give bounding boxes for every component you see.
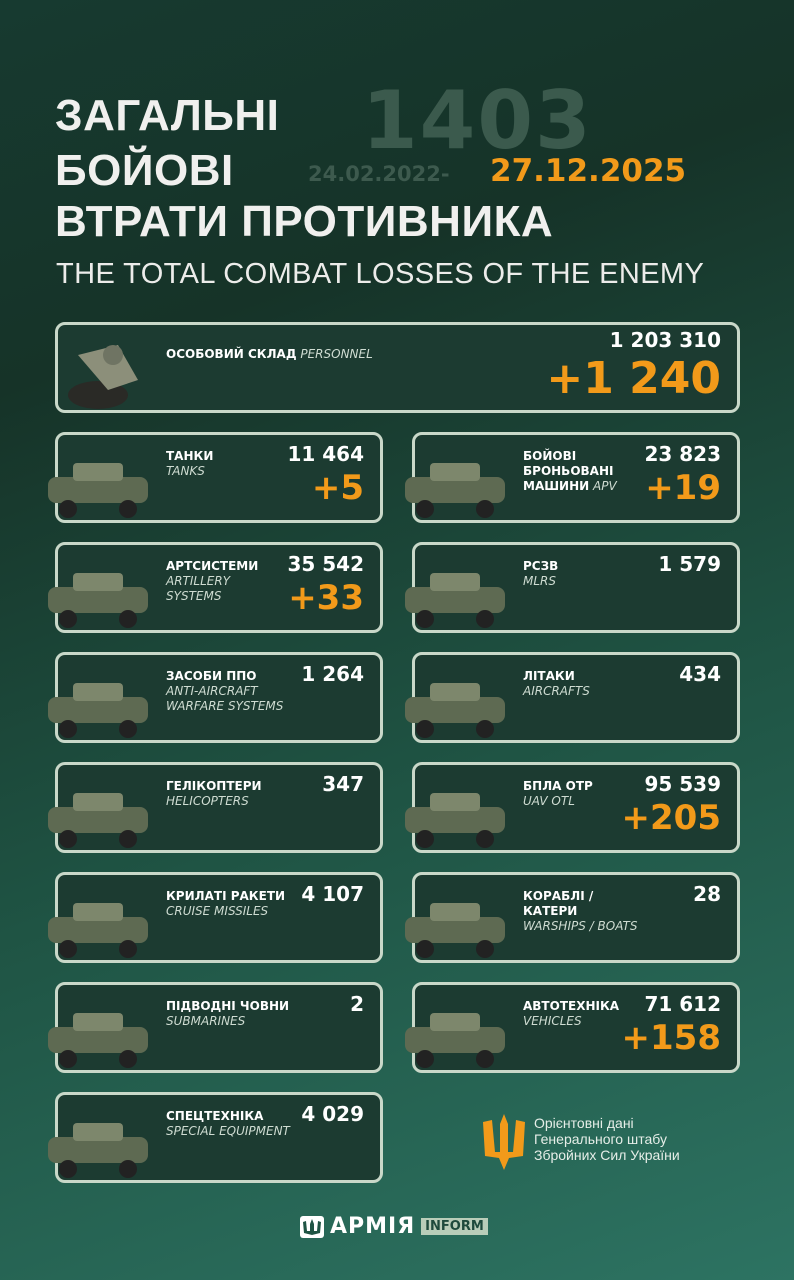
armia-inform-logo: АРМІЯ INFORM <box>300 1214 488 1239</box>
submarine-image <box>48 1013 148 1068</box>
label-en: ARTILLERY SYSTEMS <box>166 574 231 603</box>
card-personnel: ОСОБОВИЙ СКЛАД PERSONNEL 1 203 310 +1 24… <box>55 322 740 413</box>
total: 28 <box>693 882 721 906</box>
card-cruise-missiles: КРИЛАТІ РАКЕТИ CRUISE MISSILES 4 107 <box>48 872 383 963</box>
mlrs-image <box>405 573 505 628</box>
label-ua: КОРАБЛІ / КАТЕРИ <box>523 889 594 918</box>
artillery-image <box>48 573 148 628</box>
card-special-equipment: СПЕЦТЕХНІКА SPECIAL EQUIPMENT 4 029 <box>48 1092 383 1183</box>
missile-image <box>48 903 148 958</box>
delta: +5 <box>311 468 364 508</box>
armia-logo-icon <box>300 1215 324 1238</box>
total: 4 029 <box>301 1102 364 1126</box>
card-aircraft: ЛІТАКИ AIRCRAFTS 434 <box>405 652 740 743</box>
total: 1 203 310 <box>609 328 721 352</box>
brand-badge: INFORM <box>421 1218 488 1235</box>
label-en: UAV OTL <box>523 794 575 808</box>
total: 35 542 <box>287 552 364 576</box>
armored-vehicle-image <box>405 463 505 518</box>
brand-name: АРМІЯ <box>330 1214 416 1239</box>
label-ua: БПЛА ОТР <box>523 779 593 793</box>
label-ua: СПЕЦТЕХНІКА <box>166 1109 264 1123</box>
label-en: SUBMARINES <box>166 1014 246 1028</box>
delta: +205 <box>621 798 721 838</box>
card-anti-aircraft: ЗАСОБИ ППО ANTI-AIRCRAFT WARFARE SYSTEMS … <box>48 652 383 743</box>
title-line-1: ЗАГАЛЬНІ <box>55 91 280 140</box>
tank-image <box>48 463 148 518</box>
delta: +33 <box>288 578 364 618</box>
source-line: Збройних Сил України <box>534 1147 680 1163</box>
total: 1 264 <box>301 662 364 686</box>
label-ua: АВТОТЕХНІКА <box>523 999 620 1013</box>
card-uav: БПЛА ОТР UAV OTL 95 539 +205 <box>405 762 740 853</box>
label-en: TANKS <box>166 464 205 478</box>
label-en: HELICOPTERS <box>166 794 249 808</box>
label-en: APV <box>593 479 617 493</box>
soldier-image <box>68 345 138 409</box>
card-artillery: АРТСИСТЕМИ ARTILLERY SYSTEMS 35 542 +33 <box>48 542 383 633</box>
delta: +158 <box>621 1018 721 1058</box>
total: 2 <box>350 992 364 1016</box>
label-en: MLRS <box>523 574 556 588</box>
label-en: SPECIAL EQUIPMENT <box>166 1124 290 1138</box>
jet-image <box>405 683 505 738</box>
total: 23 823 <box>644 442 721 466</box>
label-en: WARSHIPS / BOATS <box>523 919 638 933</box>
label-en: CRUISE MISSILES <box>166 904 269 918</box>
label-en: AIRCRAFTS <box>523 684 590 698</box>
total: 4 107 <box>301 882 364 906</box>
card-tanks: ТАНКИ TANKS 11 464 +5 <box>48 432 383 523</box>
total: 95 539 <box>644 772 721 796</box>
label-ua: РСЗВ <box>523 559 559 573</box>
label-ua: КРИЛАТІ РАКЕТИ <box>166 889 286 903</box>
label-en: ANTI-AIRCRAFT WARFARE SYSTEMS <box>166 684 284 713</box>
label-ua: ЛІТАКИ <box>523 669 575 683</box>
label-ua: АРТСИСТЕМИ <box>166 559 259 573</box>
label-ua: ЗАСОБИ ППО <box>166 669 257 683</box>
label-ua: ГЕЛІКОПТЕРИ <box>166 779 262 793</box>
total: 434 <box>679 662 721 686</box>
date-to: 27.12.2025 <box>490 153 687 189</box>
source-note: Орієнтовні дані Генерального штабу Зброй… <box>534 1115 680 1163</box>
total: 347 <box>322 772 364 796</box>
warship-image <box>405 903 505 958</box>
card-helicopters: ГЕЛІКОПТЕРИ HELICOPTERS 347 <box>48 762 383 853</box>
source-line: Орієнтовні дані <box>534 1115 634 1131</box>
air-defense-image <box>48 683 148 738</box>
card-vehicles: АВТОТЕХНІКА VEHICLES 71 612 +158 <box>405 982 740 1073</box>
source-line: Генерального штабу <box>534 1131 667 1147</box>
label-en: PERSONNEL <box>300 347 373 361</box>
days-count: 1403 <box>362 74 593 167</box>
title-line-3: ВТРАТИ ПРОТИВНИКА <box>55 197 554 246</box>
delta: +19 <box>645 468 721 508</box>
total: 1 579 <box>658 552 721 576</box>
card-submarines: ПІДВОДНІ ЧОВНИ SUBMARINES 2 <box>48 982 383 1073</box>
subtitle: THE TOTAL COMBAT LOSSES OF THE ENEMY <box>56 258 705 290</box>
total: 71 612 <box>644 992 721 1016</box>
engineering-vehicle-image <box>48 1123 148 1178</box>
drone-image <box>405 793 505 848</box>
label-ua: БОЙОВІ БРОНЬОВАНІ МАШИНИ <box>523 449 614 493</box>
date-from: 24.02.2022- <box>308 162 450 186</box>
label-ua: ТАНКИ <box>166 449 214 463</box>
card-warships: КОРАБЛІ / КАТЕРИ WARSHIPS / BOATS 28 <box>405 872 740 963</box>
label-ua: ОСОБОВИЙ СКЛАД <box>166 347 297 361</box>
trident-icon <box>483 1114 525 1170</box>
card-apv: БОЙОВІ БРОНЬОВАНІ МАШИНИ APV 23 823 +19 <box>405 432 740 523</box>
title-line-2: БОЙОВІ <box>55 146 234 195</box>
card-mlrs: РСЗВ MLRS 1 579 <box>405 542 740 633</box>
truck-image <box>405 1013 505 1068</box>
label-ua: ПІДВОДНІ ЧОВНИ <box>166 999 290 1013</box>
helicopter-image <box>48 793 148 848</box>
label-en: VEHICLES <box>523 1014 582 1028</box>
total: 11 464 <box>287 442 364 466</box>
delta: +1 240 <box>546 353 721 404</box>
